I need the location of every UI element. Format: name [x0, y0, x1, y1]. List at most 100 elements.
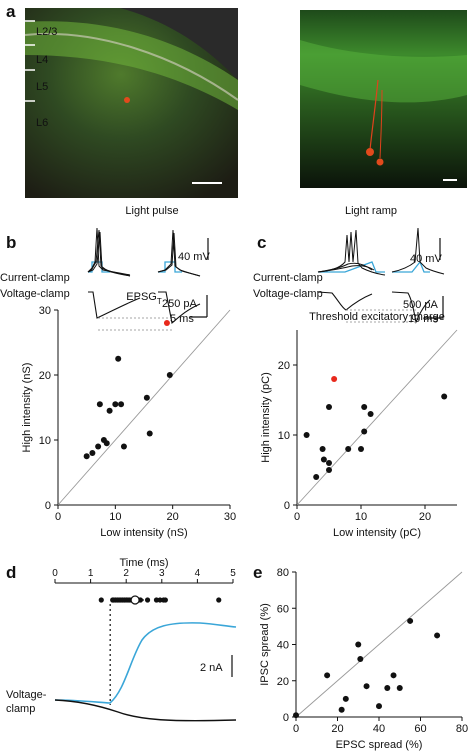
- epsg-point: [89, 450, 96, 456]
- chart-threshold-charge: 0 10 20 0 10 20 Low intensity (pC) High intensi…: [260, 311, 458, 539]
- spread-point: [293, 712, 299, 719]
- epsg-point: [96, 401, 103, 408]
- onset-point: [162, 597, 168, 603]
- onset-mean-marker: [130, 595, 140, 605]
- micrograph-left: [24, 8, 239, 198]
- epsg-x-tick-label: 30: [224, 511, 236, 523]
- charge-title: Threshold excitatory charge: [309, 311, 445, 323]
- charge-point: [441, 393, 448, 400]
- panel-b-voltage-scale: 40 mV: [178, 251, 210, 263]
- panel-b-current-clamp-traces: [87, 227, 201, 277]
- charge-ylabel: High intensity (pC): [260, 372, 272, 462]
- spread-point: [434, 632, 441, 639]
- panel-c-current-clamp-traces: [317, 227, 445, 276]
- charge-point: [326, 467, 332, 473]
- onset-tick-label: 5: [230, 568, 236, 579]
- spread-point: [363, 683, 370, 690]
- charge-highlight-point: [331, 376, 338, 382]
- chart-onset-times: Time (ms) 0 1 2 3 4 5: [52, 557, 236, 705]
- charge-unity-line: [296, 329, 458, 506]
- charge-point: [326, 460, 332, 466]
- onset-tick-label: 1: [88, 568, 94, 579]
- spread-x-tick-label: 60: [414, 723, 426, 735]
- panel-c-voltage-clamp-traces: [317, 291, 444, 324]
- charge-xlabel: Low intensity (pC): [333, 527, 421, 539]
- spread-y-tick-label: 20: [277, 676, 289, 688]
- panel-b-voltage-clamp-traces: [88, 291, 208, 331]
- onset-point: [157, 597, 163, 603]
- epsg-ylabel: High intensity (nS): [21, 363, 33, 453]
- panel-b-label-current-clamp: Current-clamp: [0, 272, 70, 284]
- epsg-y-tick-label: 30: [39, 305, 51, 317]
- epsg-point: [143, 394, 150, 401]
- panel-c-current-scale: 500 pA: [403, 299, 439, 311]
- charge-point: [367, 411, 374, 417]
- epsg-point: [103, 440, 110, 447]
- panel-d-trace-label-line1: Voltage-: [6, 689, 47, 701]
- layer-ticks: [25, 20, 35, 102]
- spread-x-tick-label: 80: [456, 723, 468, 735]
- epsg-point: [106, 407, 113, 414]
- charge-point: [313, 474, 320, 480]
- panel-b-title: Light pulse: [125, 205, 178, 217]
- panel-c-label-current-clamp: Current-clamp: [253, 272, 323, 284]
- panel-b-label-voltage-clamp: Voltage-clamp: [0, 288, 70, 300]
- onset-point: [144, 597, 151, 603]
- charge-x-tick-label: 20: [419, 511, 431, 523]
- panel-d-trace-label-line2: clamp: [6, 703, 35, 715]
- epsg-x-tick-label: 10: [109, 511, 121, 523]
- panel-b-time-scale: 5 ms: [170, 313, 194, 325]
- panel-a-label: a: [6, 2, 16, 21]
- epsg-y-tick-label: 0: [45, 500, 51, 512]
- layer-label-l5: L5: [36, 81, 48, 93]
- spread-y-tick-label: 40: [277, 640, 289, 652]
- spread-y-tick-label: 0: [283, 712, 289, 724]
- charge-x-tick-label: 0: [294, 511, 300, 523]
- spread-point: [342, 695, 349, 702]
- spread-point: [384, 685, 391, 691]
- onset-point: [153, 597, 160, 603]
- onset-tick-label: 4: [195, 568, 201, 579]
- spread-ylabel: IPSC spread (%): [259, 603, 271, 686]
- charge-point: [358, 446, 364, 452]
- spread-x-tick-label: 0: [293, 723, 299, 735]
- onset-xlabel: Time (ms): [119, 557, 168, 569]
- charge-point: [319, 446, 326, 452]
- epsg-point: [166, 372, 173, 378]
- charge-x-tick-label: 10: [355, 511, 367, 523]
- spread-point: [338, 706, 345, 713]
- panel-c-time-scale: 10 ms: [408, 313, 438, 325]
- onset-point: [98, 597, 104, 603]
- spread-point: [355, 641, 362, 648]
- epsg-point: [146, 430, 153, 437]
- charge-point: [320, 456, 327, 463]
- epsg-y-tick-label: 10: [39, 435, 51, 447]
- spread-point: [324, 672, 331, 679]
- spread-xlabel: EPSC spread (%): [336, 739, 423, 751]
- panel-b-label: b: [6, 233, 16, 252]
- onset-tick-label: 3: [159, 568, 165, 579]
- epsg-point: [112, 401, 119, 408]
- spread-point: [390, 672, 397, 679]
- onset-tick-label: 0: [52, 568, 58, 579]
- charge-y-tick-label: 10: [278, 430, 290, 442]
- epsg-title: EPSGT: [126, 291, 162, 306]
- chart-epsg: 0 10 20 30 0 10 20 30 Low intensity (nS) High int…: [21, 291, 236, 539]
- layer-label-l23: L2/3: [36, 26, 57, 38]
- epsg-x-tick-label: 0: [55, 511, 61, 523]
- epsg-point: [118, 401, 125, 408]
- charge-y-tick-label: 20: [278, 360, 290, 372]
- charge-point: [345, 446, 352, 452]
- panel-e-label: e: [253, 563, 262, 582]
- panel-c-title: Light ramp: [345, 205, 397, 217]
- onset-tick-label: 2: [123, 568, 129, 579]
- epsg-highlight-point: [163, 320, 170, 326]
- spread-x-tick-label: 40: [373, 723, 385, 735]
- epsg-point: [95, 443, 102, 450]
- epsg-point: [120, 443, 127, 450]
- epsg-y-tick-label: 20: [39, 370, 51, 382]
- spread-y-tick-label: 80: [277, 567, 289, 579]
- epsg-unity-line: [57, 309, 231, 506]
- micrograph-right: [300, 10, 467, 188]
